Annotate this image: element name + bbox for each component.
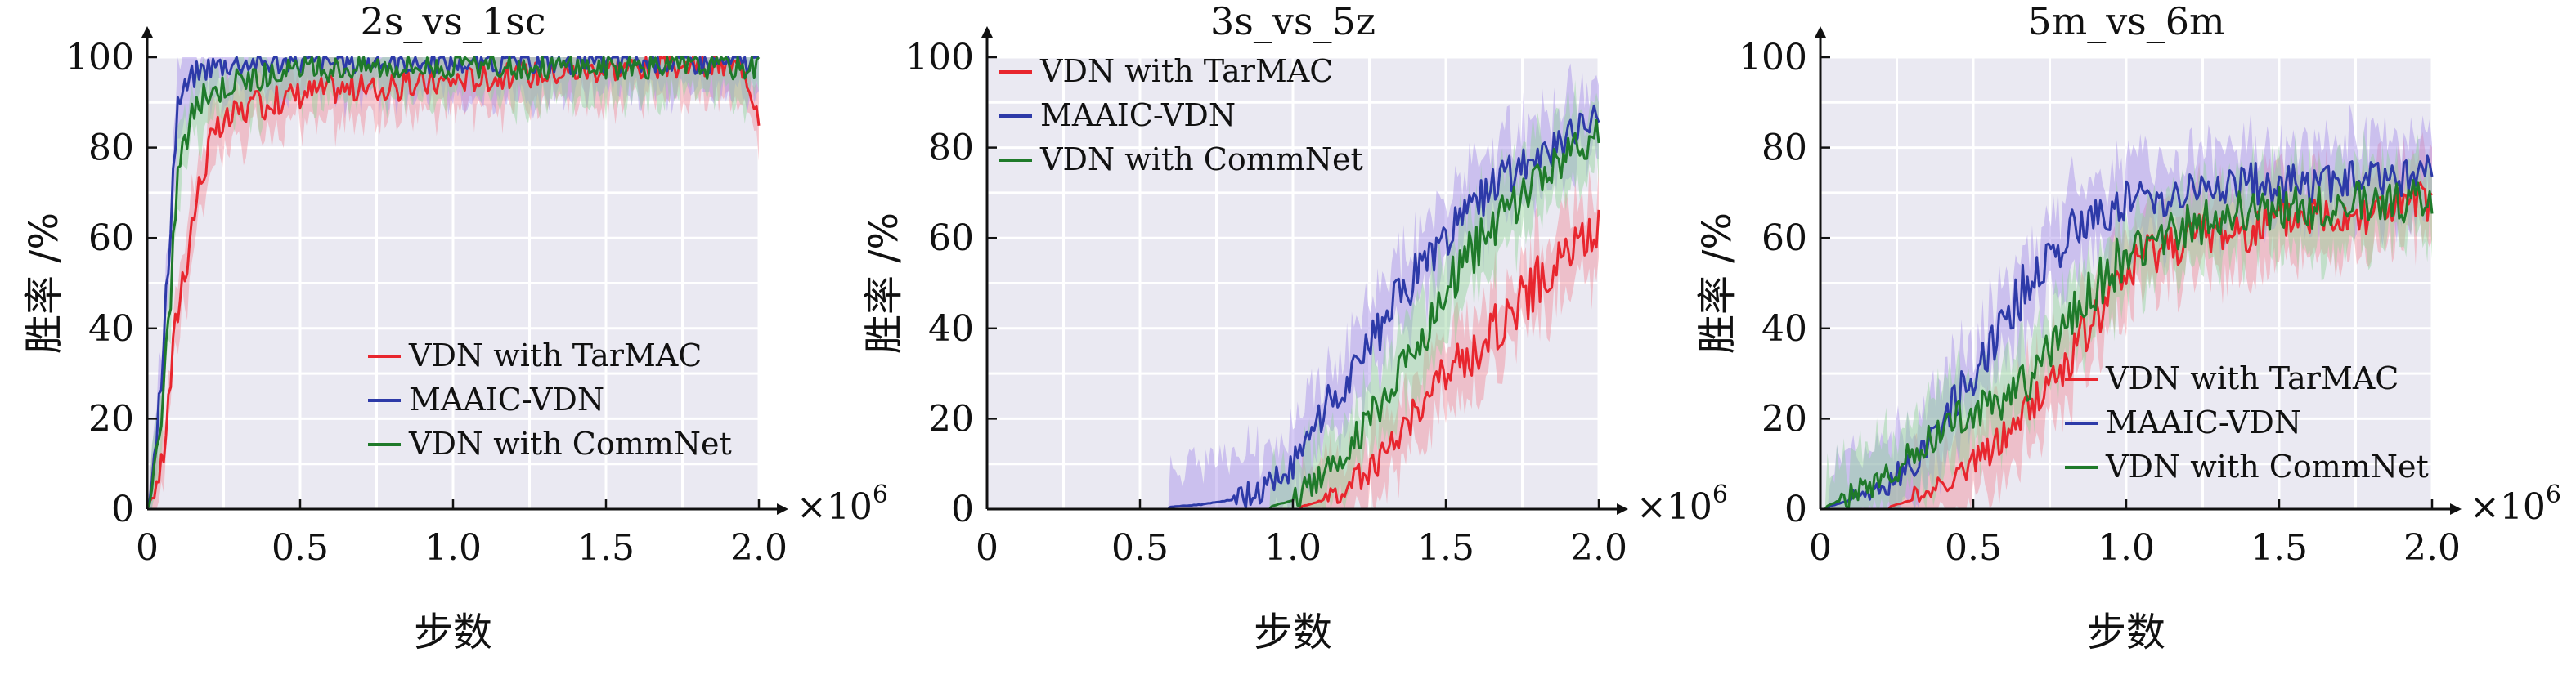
chart-title: 5m_vs_6m <box>2027 0 2224 43</box>
legend: VDN with TarMAC MAAIC-VDN VDN with CommNet <box>999 53 1363 177</box>
legend-label: VDN with TarMAC <box>2105 360 2399 396</box>
y-axis-arrow <box>141 26 153 38</box>
y-tick-label: 20 <box>1761 398 1807 440</box>
axes: 0 0.5 1.0 1.5 2.0 0 20 40 60 80 100 <box>905 26 1628 569</box>
chart-panel-1: 0 0.5 1.0 1.5 2.0 0 20 40 60 80 100 2s_vs_1sc ×106 步数… <box>21 0 888 655</box>
y-tick-label: 0 <box>951 489 974 530</box>
confidence-band-vdn-with-tarmac <box>987 163 1599 509</box>
y-tick-label: 80 <box>928 127 974 169</box>
chart-panel-2: 0 0.5 1.0 1.5 2.00204060801003s_vs_5z×106步数胜… <box>861 0 1728 655</box>
y-tick-label: 60 <box>88 217 134 259</box>
legend: VDN with TarMAC MAAIC-VDN VDN with CommNet <box>368 338 732 462</box>
legend-label: VDN with CommNet <box>2105 449 2429 485</box>
x-tick-label: 1.5 <box>1417 527 1474 569</box>
x-axis-label: 步数 <box>414 610 492 655</box>
x-axis-arrow <box>2450 503 2462 515</box>
y-axis-arrow <box>1815 26 1826 38</box>
y-tick-label: 100 <box>905 37 974 78</box>
x-tick-label: 0.5 <box>1945 527 2002 569</box>
x-tick-label: 2.0 <box>730 527 788 569</box>
y-axis-label: 胜率 /% <box>21 212 67 354</box>
x-tick-label: 0.5 <box>1111 527 1169 569</box>
grid-lines <box>985 56 1600 511</box>
y-tick-label: 80 <box>1761 127 1807 169</box>
y-tick-label: 60 <box>928 217 974 259</box>
x-tick-label: 1.5 <box>577 527 635 569</box>
legend-label: VDN with TarMAC <box>1039 53 1333 89</box>
y-tick-label: 80 <box>88 127 134 169</box>
x-tick-label: 0 <box>976 527 999 569</box>
legend: VDN with TarMAC MAAIC-VDN VDN with CommNet <box>2065 360 2429 485</box>
y-axis-label: 胜率 /% <box>861 212 907 354</box>
series-line-vdn-with-tarmac <box>146 56 761 510</box>
x-multiplier-power: 6 <box>873 481 888 509</box>
x-tick-label: 1.0 <box>2098 527 2155 569</box>
x-multiplier-base: ×10 <box>1636 486 1712 528</box>
series-line-maaic-vdn <box>1820 154 2434 511</box>
y-tick-label: 20 <box>88 398 134 440</box>
y-tick-label: 100 <box>65 37 134 78</box>
confidence-band-vdn-with-tarmac <box>1820 132 2432 509</box>
x-multiplier-base: ×10 <box>2470 486 2546 528</box>
x-tick-label: 0.5 <box>272 527 329 569</box>
chart-panel-3: 0 0.5 1.0 1.5 2.00204060801005m_vs_6m×106步数胜… <box>1694 0 2561 655</box>
x-axis-arrow <box>1617 503 1628 515</box>
x-axis-arrow <box>777 503 788 515</box>
x-axis-label: 步数 <box>1254 610 1332 655</box>
confidence-band-vdn-with-commnet <box>987 79 1599 509</box>
legend-label: VDN with CommNet <box>408 426 732 462</box>
y-tick-label: 100 <box>1739 37 1807 78</box>
y-tick-label: 0 <box>111 489 134 530</box>
x-tick-label: 0 <box>136 527 159 569</box>
y-tick-label: 60 <box>1761 217 1807 259</box>
y-axis-label: 胜率 /% <box>1694 212 1740 354</box>
y-tick-label: 40 <box>928 308 974 350</box>
x-multiplier-power: 6 <box>2546 481 2561 509</box>
x-axis-multiplier: ×106 <box>1636 481 1728 528</box>
y-tick-label: 40 <box>1761 308 1807 350</box>
y-tick-label: 0 <box>1784 489 1807 530</box>
series-line-vdn-with-commnet <box>1820 179 2434 511</box>
x-tick-label: 1.5 <box>2251 527 2308 569</box>
x-tick-label: 0 <box>1809 527 1832 569</box>
chart-title: 3s_vs_5z <box>1210 0 1376 43</box>
y-tick-label: 40 <box>88 308 134 350</box>
x-multiplier-power: 6 <box>1712 481 1728 509</box>
chart-title: 2s_vs_1sc <box>360 0 545 43</box>
axes: 0 0.5 1.0 1.5 2.0 0 20 40 60 80 100 <box>1739 26 2462 569</box>
x-axis-multiplier: ×106 <box>797 481 888 528</box>
legend-label: VDN with CommNet <box>1039 141 1363 177</box>
x-axis-multiplier: ×106 <box>2470 481 2561 528</box>
axes: 0 0.5 1.0 1.5 2.0 0 20 40 60 80 100 <box>65 26 788 569</box>
x-tick-label: 1.0 <box>424 527 482 569</box>
confidence-band-maaic-vdn <box>1820 104 2432 509</box>
x-axis-label: 步数 <box>2087 610 2165 655</box>
legend-label: MAAIC-VDN <box>1040 97 1236 133</box>
series-line-vdn-with-commnet <box>146 56 761 510</box>
legend-label: VDN with TarMAC <box>408 338 702 373</box>
x-tick-label: 2.0 <box>2403 527 2461 569</box>
legend-label: MAAIC-VDN <box>409 382 604 418</box>
legend-label: MAAIC-VDN <box>2106 405 2301 440</box>
x-tick-label: 1.0 <box>1264 527 1322 569</box>
y-tick-label: 20 <box>928 398 974 440</box>
x-multiplier-base: ×10 <box>797 486 873 528</box>
confidence-band-vdn-with-commnet <box>1820 129 2432 509</box>
y-axis-arrow <box>981 26 993 38</box>
x-tick-label: 2.0 <box>1570 527 1627 569</box>
